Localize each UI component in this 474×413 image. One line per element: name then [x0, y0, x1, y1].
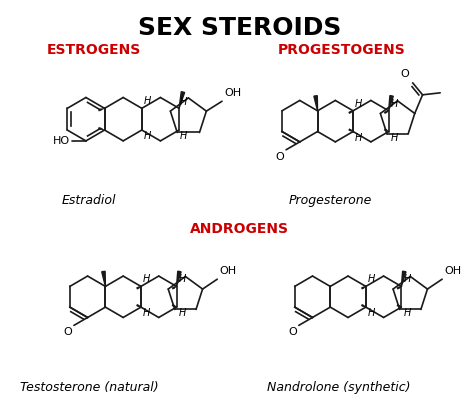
Text: O: O: [400, 69, 409, 79]
Text: OH: OH: [224, 88, 241, 98]
Text: H: H: [144, 131, 151, 141]
Text: H: H: [391, 133, 398, 142]
Polygon shape: [314, 96, 318, 111]
Text: H: H: [368, 308, 375, 318]
Text: Estradiol: Estradiol: [62, 194, 116, 207]
Text: H: H: [355, 99, 363, 109]
Text: H: H: [403, 308, 410, 318]
Text: H: H: [179, 274, 186, 285]
Polygon shape: [389, 95, 393, 111]
Text: O: O: [288, 328, 297, 337]
Text: SEX STEROIDS: SEX STEROIDS: [138, 16, 341, 40]
Text: OH: OH: [444, 266, 461, 276]
Polygon shape: [401, 271, 406, 286]
Text: H: H: [180, 97, 187, 107]
Text: Nandrolone (synthetic): Nandrolone (synthetic): [267, 381, 411, 394]
Text: OH: OH: [219, 266, 237, 276]
Text: H: H: [391, 99, 398, 109]
Text: Testosterone (natural): Testosterone (natural): [19, 381, 158, 394]
Text: H: H: [179, 308, 186, 318]
Text: PROGESTOGENS: PROGESTOGENS: [278, 43, 405, 57]
Text: H: H: [180, 131, 187, 141]
Text: O: O: [63, 328, 72, 337]
Text: ESTROGENS: ESTROGENS: [46, 43, 141, 57]
Text: H: H: [403, 274, 410, 285]
Text: O: O: [275, 152, 284, 162]
Text: H: H: [144, 96, 151, 107]
Text: H: H: [143, 274, 150, 285]
Polygon shape: [102, 271, 105, 286]
Polygon shape: [176, 271, 181, 286]
Text: Progesterone: Progesterone: [288, 194, 372, 207]
Text: ANDROGENS: ANDROGENS: [190, 222, 289, 236]
Polygon shape: [179, 92, 185, 108]
Text: H: H: [368, 274, 375, 285]
Text: HO: HO: [53, 136, 70, 146]
Text: H: H: [355, 133, 363, 142]
Text: H: H: [143, 308, 150, 318]
